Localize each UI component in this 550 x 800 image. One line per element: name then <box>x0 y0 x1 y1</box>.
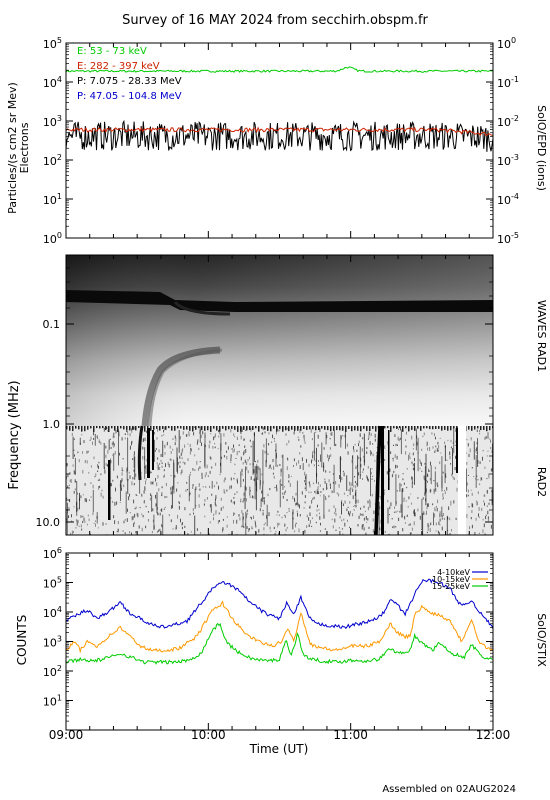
epd-y2tick-5: 100 <box>497 36 516 51</box>
epd-ylabel-electrons: Electrons <box>18 122 31 173</box>
epd-y2tick-0: 10-5 <box>497 231 519 246</box>
epd-legend-entry-1: E: 282 - 397 keV <box>77 61 160 72</box>
epd-series-2 <box>66 119 493 152</box>
epd-series-1 <box>66 126 493 137</box>
waves-ytick-0: 0.1 <box>43 318 61 331</box>
stix-legend-entry-0: 4-10keV <box>437 568 470 577</box>
epd-ylabel: Particles/(s cm2 sr Mev) <box>6 82 19 214</box>
waves-right-label-rad1: WAVES RAD1 <box>535 300 548 372</box>
epd-series-0 <box>66 66 493 73</box>
epd-right-label: SolO/EPD (ions) <box>535 105 548 191</box>
rad2-background <box>66 426 493 535</box>
x-axis-label: Time (UT) <box>249 742 309 756</box>
x-tick-1: 10:00 <box>191 728 226 742</box>
epd-legend-entry-0: E: 53 - 73 keV <box>77 46 147 57</box>
x-tick-2: 11:00 <box>333 728 368 742</box>
epd-y2tick-1: 10-4 <box>497 192 519 207</box>
waves-ytick-2: 10.0 <box>36 516 61 529</box>
epd-axis-ticks: 100 101 102 103 104 105 10-5 10-4 10-3 10-2 10-1 10… <box>43 36 519 246</box>
stix-ytick-0: 101 <box>43 694 62 709</box>
x-axis-tick-labels: 09:00 10:00 11:00 12:00 <box>49 728 511 742</box>
epd-plot-area <box>66 66 493 152</box>
rad1-type-iii-burst <box>141 346 221 427</box>
stix-ytick-4: 105 <box>43 576 62 591</box>
epd-ytick-0: 100 <box>43 231 62 246</box>
epd-ytick-3: 103 <box>43 114 62 129</box>
stix-series-0 <box>66 578 493 630</box>
rad2-data-gap <box>458 426 466 535</box>
epd-y2tick-3: 10-2 <box>497 114 519 129</box>
waves-panel: 0.1 1.0 10.0 Frequency (MHz) WAVES RAD1 RA… <box>7 254 548 536</box>
epd-legend: E: 53 - 73 keV E: 282 - 397 keV P: 7.075 -… <box>77 46 182 102</box>
footer-assembled: Assembled on 02AUG2024 <box>382 784 516 795</box>
rad1-overlay <box>66 255 493 426</box>
epd-ytick-2: 102 <box>43 153 62 168</box>
waves-ylabel: Frequency (MHz) <box>7 380 22 489</box>
epd-ytick-1: 101 <box>43 192 62 207</box>
stix-panel: 101 102 103 104 105 106 4-10keV10-15keV15-25k… <box>15 546 548 731</box>
x-tick-0: 09:00 <box>49 728 84 742</box>
stix-right-label: SolO/STIX <box>535 613 548 667</box>
stix-axis-ticks: 101 102 103 104 105 106 <box>43 546 494 730</box>
figure-title: Survey of 16 MAY 2024 from secchirh.obsp… <box>122 13 428 28</box>
stix-ylabel: COUNTS <box>15 615 29 666</box>
rad1-dark-band <box>66 290 493 312</box>
stix-plot-area <box>66 578 493 665</box>
epd-legend-entry-3: P: 47.05 - 104.8 MeV <box>77 91 182 102</box>
epd-legend-entry-2: P: 7.075 - 28.33 MeV <box>77 76 182 87</box>
rad1-burst-feature <box>173 300 231 316</box>
stix-ytick-3: 104 <box>43 605 62 620</box>
waves-spectrogram <box>66 255 493 535</box>
rad1-type-iii-burst-tail <box>148 348 223 427</box>
epd-y2tick-4: 10-1 <box>497 75 519 90</box>
stix-ytick-5: 106 <box>43 546 62 561</box>
stix-ytick-1: 102 <box>43 664 62 679</box>
stix-series-2 <box>66 622 493 665</box>
stix-ytick-2: 103 <box>43 635 62 650</box>
stix-series-1 <box>66 600 493 654</box>
stix-legend-entry-1: 10-15keV <box>432 575 471 584</box>
waves-right-label-rad2: RAD2 <box>535 467 548 497</box>
epd-ytick-5: 105 <box>43 36 62 51</box>
x-tick-3: 12:00 <box>476 728 511 742</box>
epd-panel: 100 101 102 103 104 105 10-5 10-4 10-3 10-2 10-1 10… <box>6 36 548 246</box>
waves-ytick-1: 1.0 <box>43 418 61 431</box>
rad2-noise <box>66 425 493 535</box>
stix-legend-entry-2: 15-25keV <box>432 582 471 591</box>
epd-y2tick-2: 10-3 <box>497 153 519 168</box>
epd-ytick-4: 104 <box>43 75 62 90</box>
waves-axis-ticks: 0.1 1.0 10.0 <box>36 255 494 535</box>
